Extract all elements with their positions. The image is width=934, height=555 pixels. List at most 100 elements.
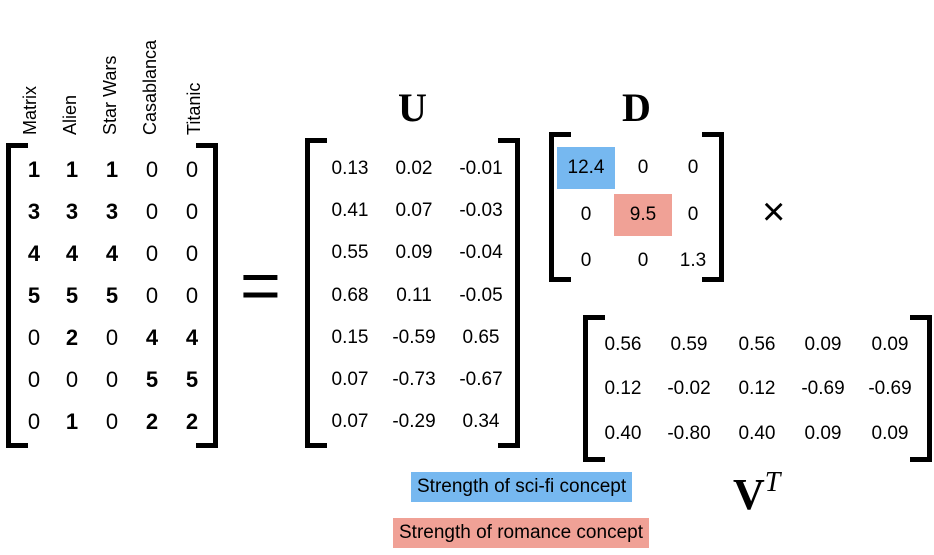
matrix-u-cell: 0.68: [331, 284, 369, 306]
matrix-vt-cell: -0.02: [667, 378, 711, 399]
matrix-d-cell: 0: [687, 204, 699, 225]
matrix-a-cell: 2: [65, 325, 79, 350]
matrix-vt-cell: -0.69: [868, 378, 912, 399]
matrix-a-cell: 0: [105, 367, 119, 392]
matrix-u-cell: 0.11: [396, 284, 432, 306]
matrix-d-cell: 9.5: [614, 194, 672, 236]
matrix-u-cell: -0.04: [459, 242, 503, 264]
matrix-u-cell: -0.73: [392, 369, 436, 390]
matrix-vt-cell: -0.69: [801, 378, 845, 399]
matrix-a-cell: 2: [145, 409, 159, 434]
matrix-a-cell: 0: [185, 199, 199, 224]
matrix-a-cell: 5: [65, 283, 79, 308]
matrix-u-cell: -0.03: [459, 200, 503, 222]
matrix-d-title: D: [622, 85, 651, 130]
matrix-d-cell: 0: [637, 250, 649, 271]
matrix-u-cell: -0.59: [392, 326, 436, 348]
matrix-u-cell: 0.07: [331, 411, 369, 433]
legend-scifi: Strength of sci-fi concept: [411, 472, 633, 502]
matrix-a-cell: 1: [65, 157, 79, 182]
matrix-u-title: U: [398, 85, 427, 130]
matrix-d-cell: 1.3: [679, 250, 707, 271]
matrix-vt-cell: 0.56: [604, 334, 642, 355]
matrix-u-cell: 0.65: [462, 326, 500, 348]
matrix-a-cell: 1: [27, 157, 41, 182]
matrix-a-cell: 4: [27, 241, 41, 266]
matrix-vt-right-bracket: [910, 315, 932, 462]
matrix-a-cell: 1: [105, 157, 119, 182]
matrix-u-cell: 0.34: [462, 411, 500, 433]
matrix-a-cell: 5: [105, 283, 119, 308]
matrix-vt-title: VT: [733, 467, 780, 520]
matrix-a-cell: 0: [145, 241, 159, 266]
matrix-a-cell: 4: [105, 241, 119, 266]
matrix-a-cell: 3: [105, 199, 119, 224]
movie-label: Alien: [60, 94, 80, 135]
matrix-a-left-bracket: [6, 143, 28, 448]
equals-sign: =: [240, 246, 281, 324]
matrix-a-cell: 0: [185, 241, 199, 266]
matrix-vt-cell: 0.40: [738, 423, 776, 444]
matrix-d-cell: 12.4: [557, 147, 615, 189]
matrix-d-cell: 0: [580, 204, 592, 225]
matrix-a-right-bracket: [196, 143, 218, 448]
movie-label: Star Wars: [100, 55, 120, 135]
matrix-vt-cell: 0.40: [604, 423, 642, 444]
matrix-u-cell: -0.05: [459, 284, 503, 306]
matrix-vt-cell: 0.09: [804, 334, 842, 355]
matrix-a-cell: 0: [105, 409, 119, 434]
matrix-d-cell: 0: [580, 250, 592, 271]
movie-label: Casablanca: [140, 39, 160, 135]
matrix-vt-cell: 0.09: [804, 423, 842, 444]
movie-label: Matrix: [20, 86, 40, 135]
matrix-vt-cell: 0.12: [604, 378, 642, 399]
matrix-u-cell: 0.15: [331, 326, 369, 348]
matrix-vt-cell: 0.09: [871, 423, 909, 444]
matrix-u-cell: -0.67: [459, 369, 503, 390]
matrix-u-cell: 0.09: [395, 242, 433, 264]
matrix-a-cell: 0: [185, 283, 199, 308]
matrix-a-cell: 2: [185, 409, 199, 434]
matrix-u-cell: 0.07: [331, 369, 369, 390]
matrix-u-cell: 0.13: [331, 158, 369, 179]
matrix-d-cell: 0: [637, 157, 649, 178]
matrix-u-cell: 0.02: [395, 158, 433, 179]
matrix-a-cell: 4: [145, 325, 159, 350]
matrix-u-cell: 0.07: [395, 200, 433, 222]
matrix-vt-left-bracket: [583, 315, 605, 462]
matrix-vt-cell: 0.59: [670, 334, 708, 355]
movie-label: Titanic: [184, 82, 204, 135]
matrix-u-cell: 0.41: [331, 200, 369, 222]
matrix-a-cell: 0: [27, 367, 41, 392]
matrix-a-cell: 3: [65, 199, 79, 224]
matrix-a-cell: 0: [145, 199, 159, 224]
matrix-a-cell: 0: [27, 325, 41, 350]
matrix-d-left-bracket: [549, 132, 571, 282]
matrix-a-cell: 3: [27, 199, 41, 224]
matrix-d-right-bracket: [702, 132, 724, 282]
matrix-vt-letter: V: [733, 470, 765, 519]
matrix-a-cell: 0: [145, 283, 159, 308]
matrix-vt-cell: 0.12: [738, 378, 776, 399]
matrix-a-cell: 1: [65, 409, 79, 434]
matrix-a-cell: 5: [145, 367, 159, 392]
matrix-u-cell: -0.01: [459, 158, 503, 179]
matrix-a-cell: 0: [105, 325, 119, 350]
matrix-a-cell: 4: [185, 325, 199, 350]
matrix-u-cell: -0.29: [392, 411, 436, 433]
matrix-a-cell: 5: [27, 283, 41, 308]
matrix-vt-cell: -0.80: [667, 423, 711, 444]
matrix-a-cell: 4: [65, 241, 79, 266]
legend-romance: Strength of romance concept: [393, 518, 649, 548]
matrix-vt-cell: 0.56: [738, 334, 776, 355]
matrix-a-cell: 0: [185, 157, 199, 182]
matrix-u-right-bracket: [498, 138, 520, 448]
matrix-u-left-bracket: [305, 138, 327, 448]
matrix-a-cell: 0: [27, 409, 41, 434]
matrix-vt-cell: 0.09: [871, 334, 909, 355]
matrix-u-cell: 0.55: [331, 242, 369, 264]
times-sign: ×: [762, 190, 786, 234]
matrix-a-cell: 0: [145, 157, 159, 182]
matrix-a-cell: 0: [65, 367, 79, 392]
matrix-vt-superscript: T: [764, 467, 781, 498]
